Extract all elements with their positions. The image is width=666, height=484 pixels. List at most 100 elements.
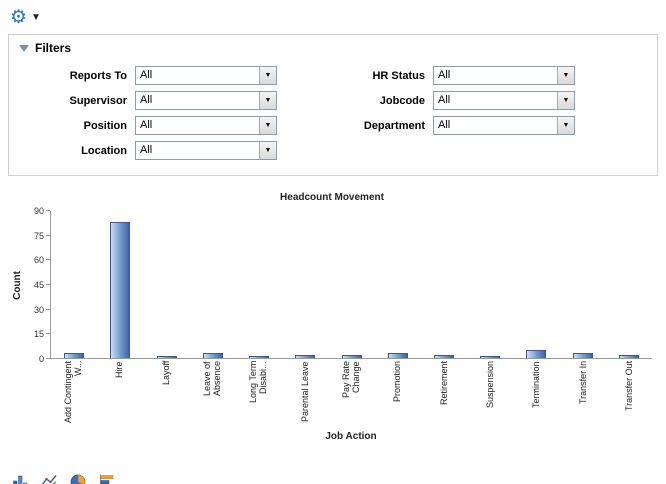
bar[interactable] (64, 353, 85, 358)
dropdown-arrow-icon[interactable]: ▼ (259, 117, 276, 134)
bar-chart-button[interactable] (10, 472, 30, 484)
y-tick-mark (46, 333, 50, 335)
filter-row-position: Position All ▼ (19, 113, 329, 138)
x-tick-label: Long Term Disabi... (248, 361, 269, 404)
y-tick-label: 90 (33, 206, 44, 216)
bar-slot (190, 353, 236, 358)
dropdown-arrow-icon[interactable]: ▼ (259, 142, 276, 159)
bar[interactable] (387, 353, 408, 358)
bar-slot (328, 355, 374, 358)
bar-slot (282, 355, 328, 358)
select-value: All (140, 69, 153, 81)
x-label-slot: Parental Leave (282, 361, 328, 425)
bar[interactable] (341, 355, 362, 358)
x-tick-label: Parental Leave (299, 361, 310, 422)
filter-label: Supervisor (69, 94, 127, 107)
bar[interactable] (202, 353, 223, 358)
x-label-slot: Promotion (374, 361, 420, 425)
select-value: All (438, 69, 451, 81)
supervisor-select[interactable]: All ▼ (135, 91, 277, 110)
bar[interactable] (618, 355, 639, 358)
x-label-slot: Termination (513, 361, 559, 425)
y-tick-mark (46, 259, 50, 261)
x-tick-label: Suspension (484, 361, 495, 409)
chart-type-toolbar (10, 472, 666, 484)
plot-area (50, 211, 652, 359)
x-label-slot: Transfer Out (606, 361, 652, 425)
filter-row-reports-to: Reports To All ▼ (19, 63, 329, 88)
filters-right-column: HR Status All ▼ Jobcode All ▼ Department… (329, 63, 647, 163)
select-value: All (438, 94, 451, 106)
filter-label: HR Status (372, 69, 425, 82)
location-select[interactable]: All ▼ (135, 141, 277, 160)
select-value: All (140, 94, 153, 106)
y-tick-label: 75 (33, 230, 44, 241)
filter-row-department: Department All ▼ (329, 113, 647, 138)
bar-slot (143, 356, 189, 358)
bar[interactable] (480, 356, 501, 358)
y-axis-title-wrap: Count (12, 211, 26, 359)
dropdown-arrow-icon[interactable]: ▼ (557, 117, 574, 134)
filters-left-column: Reports To All ▼ Supervisor All ▼ Positi… (19, 63, 329, 163)
gear-icon[interactable]: ⚙ (10, 6, 28, 28)
horizontal-bar-chart-icon (100, 474, 114, 484)
toolbar: ⚙ ▼ (0, 0, 666, 30)
filter-row-hr-status: HR Status All ▼ (329, 63, 647, 88)
pie-chart-button[interactable] (68, 472, 88, 484)
dropdown-arrow-icon[interactable]: ▼ (259, 67, 276, 84)
x-label-slot: Add Contingent W... (50, 361, 96, 425)
bar-slot (51, 353, 97, 358)
horizontal-bar-chart-button[interactable] (97, 472, 117, 484)
x-tick-label: Termination (531, 361, 542, 408)
x-label-slot: Retirement (421, 361, 467, 425)
filters-panel: Filters Reports To All ▼ Supervisor All … (8, 34, 658, 176)
filters-header: Filters (19, 41, 647, 55)
y-tick-label: 30 (33, 304, 44, 315)
bar[interactable] (295, 355, 316, 358)
dropdown-arrow-icon[interactable]: ▼ (259, 92, 276, 109)
dropdown-arrow-icon[interactable]: ▼ (557, 67, 574, 84)
bar-slot (606, 355, 652, 358)
chart-main: Count 0 15 30 45 60 75 90 Add Contingent W... H… (12, 206, 652, 442)
y-tick-mark (46, 284, 50, 285)
bar-slot (467, 356, 513, 358)
x-tick-label: Hire (114, 361, 125, 378)
headcount-movement-chart: Headcount Movement Count 0 15 30 45 60 75 90 A… (12, 192, 652, 442)
filter-label: Department (363, 119, 425, 132)
x-label-slot: Leave of Absence (189, 361, 235, 425)
department-select[interactable]: All ▼ (433, 116, 575, 135)
bar[interactable] (572, 353, 593, 358)
line-chart-icon (41, 475, 57, 484)
bar[interactable] (156, 356, 177, 358)
hr-status-select[interactable]: All ▼ (433, 66, 575, 85)
bar[interactable] (110, 222, 131, 358)
y-tick-label: 45 (33, 280, 44, 290)
bar[interactable] (249, 356, 270, 358)
select-value: All (140, 119, 153, 131)
chart-title: Headcount Movement (280, 192, 384, 203)
jobcode-select[interactable]: All ▼ (433, 91, 575, 110)
chevron-down-icon[interactable]: ▼ (31, 11, 41, 23)
filter-row-location: Location All ▼ (19, 138, 329, 163)
bar-slot (513, 350, 559, 358)
bar[interactable] (433, 355, 454, 358)
filter-label: Location (81, 144, 127, 157)
bar-slot (375, 353, 421, 358)
collapse-triangle-icon[interactable] (19, 44, 29, 52)
position-select[interactable]: All ▼ (135, 116, 277, 135)
y-tick-mark (46, 358, 50, 359)
x-label-slot: Hire (96, 361, 142, 425)
y-tick-mark (46, 210, 50, 211)
reports-to-select[interactable]: All ▼ (135, 66, 277, 85)
x-axis-labels: Add Contingent W... Hire Layoff Leave of Ab… (50, 361, 652, 425)
x-label-slot: Pay Rate Change (328, 361, 374, 425)
line-chart-button[interactable] (39, 472, 59, 484)
x-axis-title: Job Action (325, 431, 377, 442)
plot-column: Add Contingent W... Hire Layoff Leave of Ab… (50, 211, 652, 442)
bar[interactable] (526, 350, 547, 358)
filter-label: Jobcode (379, 94, 425, 107)
dropdown-arrow-icon[interactable]: ▼ (557, 92, 574, 109)
y-axis-title: Count (12, 270, 23, 300)
x-label-slot: Long Term Disabi... (235, 361, 281, 425)
filter-label: Reports To (69, 69, 127, 82)
